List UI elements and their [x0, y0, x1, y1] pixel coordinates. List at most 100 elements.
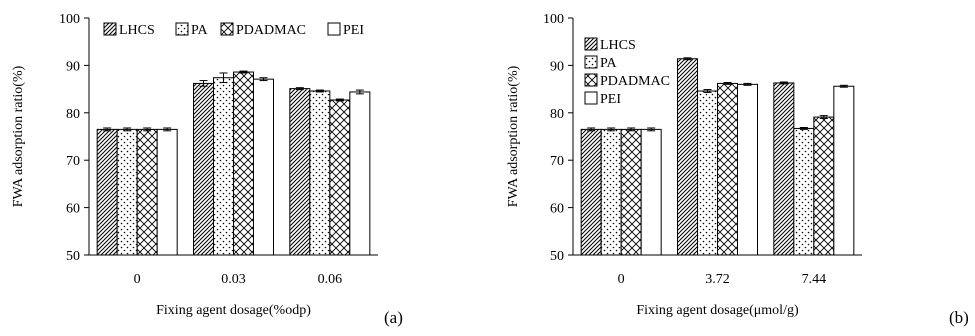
- legend-label: PDADMAC: [600, 74, 670, 89]
- y-tick-label: 90: [550, 59, 564, 74]
- error-bar: [239, 70, 248, 74]
- bar-pei-0: [156, 128, 178, 256]
- bar-pdadmac-0_06: [329, 99, 351, 256]
- legend-swatch: [175, 22, 189, 36]
- error-bar: [335, 98, 344, 102]
- chart-panel-1: 50 60 70 80 90 100 0 0.03 0.06 FWA adsorption rat…: [11, 12, 403, 327]
- bar-pdadmac-0_03: [233, 71, 254, 256]
- bar-lhcs-3_72: [677, 58, 698, 256]
- legend-item-pei: PEI: [327, 22, 364, 38]
- legend-item-pdadmac: PDADMAC: [220, 22, 306, 38]
- bar-pa-0_03: [213, 77, 234, 256]
- legend-swatch: [584, 37, 598, 51]
- legend-item-pa: PA: [584, 55, 618, 71]
- x-tick-label: 0.03: [221, 272, 246, 287]
- legend-label: PEI: [343, 23, 364, 38]
- x-tick-label: 3.72: [705, 272, 730, 287]
- bar-pa-7_44: [793, 127, 815, 256]
- y-tick-label: 50: [550, 249, 564, 264]
- bar-lhcs-0_06: [289, 88, 311, 256]
- error-bar: [683, 57, 692, 61]
- bar-pa-0: [600, 128, 622, 256]
- x-axis-title: Fixing agent dosage(μmol/g): [636, 303, 799, 318]
- y-axis-title: FWA adsorption ratio(%): [11, 65, 26, 207]
- legend-item-lhcs: LHCS: [584, 37, 636, 53]
- y-tick-label: 60: [550, 202, 564, 217]
- legend-swatch: [584, 73, 598, 87]
- bar-pa-3_72: [697, 90, 718, 256]
- error-bar: [703, 89, 712, 93]
- bar-pdadmac-0: [136, 128, 158, 256]
- error-bar: [723, 81, 732, 85]
- error-bar: [743, 82, 752, 86]
- bar-pei-7_44: [833, 85, 855, 256]
- bar-pa-0_06: [309, 90, 331, 256]
- legend-swatch: [584, 91, 598, 105]
- error-bar: [607, 127, 616, 132]
- x-tick-label: 0: [618, 272, 625, 287]
- error-bar: [799, 126, 808, 130]
- y-tick-label: 60: [66, 202, 80, 217]
- bar-lhcs-7_44: [773, 82, 795, 256]
- x-axis-title: Fixing agent dosage(%odp): [156, 303, 311, 318]
- bar-pa-0: [116, 128, 138, 256]
- panel-label: (a): [384, 308, 403, 327]
- y-tick-label: 80: [66, 107, 80, 122]
- y-axis-title: FWA adsorption ratio(%): [506, 65, 521, 207]
- legend-label: PEI: [600, 92, 621, 107]
- legend-item-pei: PEI: [584, 91, 621, 107]
- legend-swatch: [103, 22, 117, 36]
- chart-panel-2: 50 60 70 80 90 100 0 3.72 7.44 FWA adsorption rat…: [506, 12, 969, 327]
- bar-lhcs-0: [580, 128, 602, 256]
- legend-label: PA: [191, 23, 209, 38]
- x-tick-label: 7.44: [802, 272, 827, 287]
- y-tick-label: 70: [66, 154, 80, 169]
- y-tick-label: 100: [59, 12, 80, 27]
- error-bar: [819, 115, 828, 119]
- error-bar: [627, 127, 636, 132]
- legend-label: PDADMAC: [236, 23, 306, 38]
- error-bar: [779, 81, 788, 85]
- x-tick-label: 0: [134, 272, 141, 287]
- error-bar: [315, 89, 324, 93]
- error-bar: [587, 127, 596, 132]
- legend-swatch: [220, 22, 234, 36]
- error-bar: [295, 87, 304, 91]
- error-bar: [163, 127, 172, 132]
- bar-pdadmac-7_44: [813, 116, 835, 256]
- error-bar: [103, 127, 112, 132]
- error-bar: [355, 89, 364, 95]
- bar-pdadmac-3_72: [717, 82, 738, 256]
- bar-lhcs-0_03: [193, 82, 214, 256]
- bar-pei-3_72: [737, 83, 758, 256]
- legend-swatch: [584, 55, 598, 69]
- legend-item-pdadmac: PDADMAC: [584, 73, 670, 89]
- error-bar: [199, 80, 208, 87]
- y-tick-label: 90: [66, 59, 80, 74]
- legend-label: PA: [600, 56, 618, 71]
- panel-label: (b): [949, 308, 969, 327]
- error-bar: [143, 127, 152, 132]
- legend: LHCS PA PDADMAC PEI: [103, 22, 364, 38]
- legend-item-lhcs: LHCS: [103, 22, 155, 38]
- bar-lhcs-0: [96, 128, 118, 256]
- legend: LHCS PA PDADMAC PEI: [584, 37, 670, 107]
- y-tick-label: 100: [543, 12, 564, 27]
- x-tick-label: 0.06: [318, 272, 343, 287]
- legend-label: LHCS: [600, 38, 636, 53]
- legend-swatch: [327, 22, 341, 36]
- error-bar: [839, 84, 848, 88]
- y-tick-label: 50: [66, 249, 80, 264]
- bar-pdadmac-0: [620, 128, 642, 256]
- error-bar: [259, 77, 268, 82]
- error-bar: [647, 127, 656, 132]
- error-bar: [219, 72, 228, 83]
- bar-pei-0_06: [349, 91, 371, 256]
- bar-pei-0_03: [253, 78, 274, 256]
- bar-pei-0: [640, 128, 662, 256]
- legend-item-pa: PA: [175, 22, 209, 38]
- y-tick-label: 80: [550, 107, 564, 122]
- y-tick-label: 70: [550, 154, 564, 169]
